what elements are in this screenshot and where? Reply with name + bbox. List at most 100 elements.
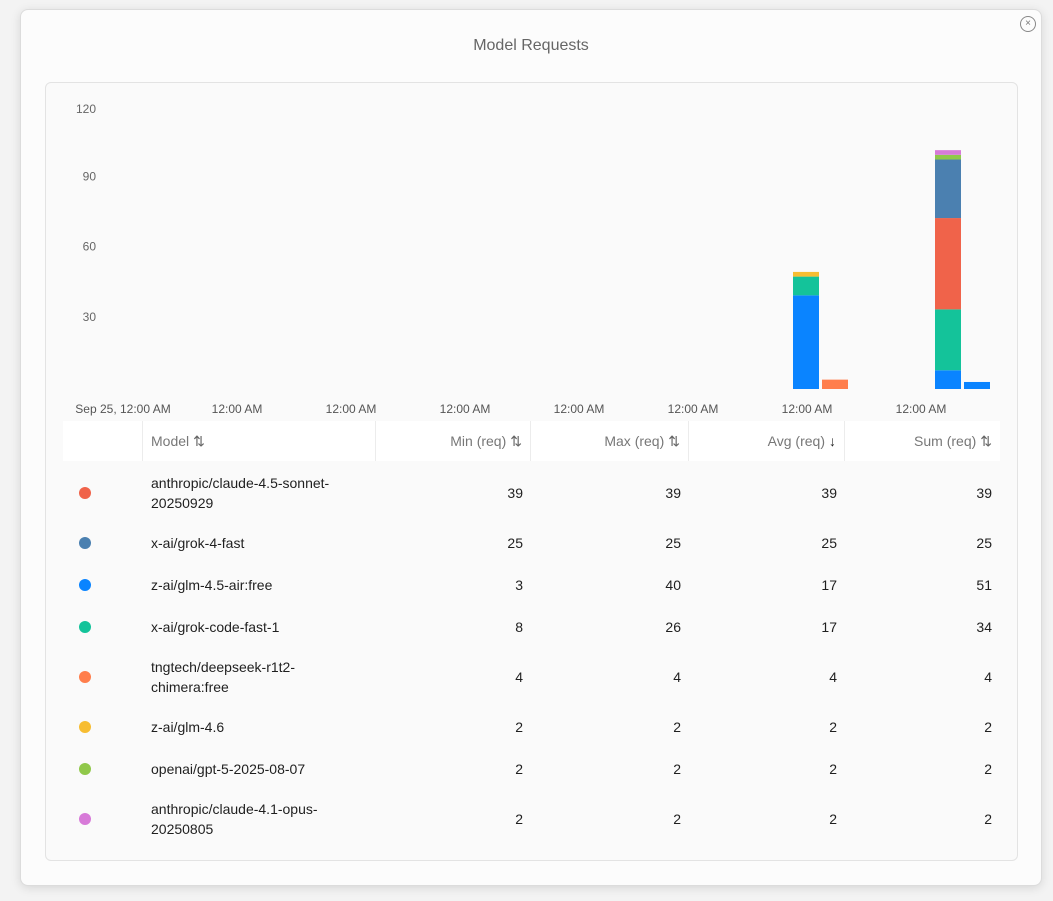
bar-segment[interactable]	[935, 218, 961, 310]
series-color-dot	[79, 813, 91, 825]
table-row[interactable]: tngtech/deepseek-r1t2- chimera:free 4 4 4 4	[63, 647, 1000, 707]
avg-value-cell: 25	[821, 535, 837, 551]
table-row[interactable]: anthropic/claude-4.5-sonnet- 20250929 39 39…	[63, 463, 1000, 523]
sum-column-header[interactable]: Sum (req) ⇅	[845, 421, 1000, 461]
min-value-cell: 2	[515, 811, 523, 827]
min-value-cell: 2	[515, 761, 523, 777]
x-tick-label: Sep 25, 12:00 AM	[75, 402, 170, 416]
color-cell	[63, 813, 143, 825]
table-row[interactable]: openai/gpt-5-2025-08-07 2 2 2 2	[63, 747, 1000, 791]
bar-segment[interactable]	[935, 154, 961, 160]
x-tick-label: 12:00 AM	[668, 402, 719, 416]
bar-segment[interactable]	[964, 381, 990, 389]
close-icon[interactable]: ×	[1020, 16, 1036, 32]
min-column-header[interactable]: Min (req) ⇅	[376, 421, 531, 461]
model-name-cell: anthropic/claude-4.5-sonnet- 20250929	[143, 473, 376, 513]
sum-value-cell: 25	[976, 535, 992, 551]
sort-icon[interactable]: ⇅	[980, 432, 992, 449]
model-name-line: 20250929	[151, 495, 214, 511]
model-name-line: x-ai/grok-4-fast	[151, 535, 245, 551]
table-row[interactable]: x-ai/grok-code-fast-1 8 26 17 34	[63, 607, 1000, 647]
series-color-dot	[79, 579, 91, 591]
sum-header-label: Sum (req)	[914, 433, 977, 449]
color-cell	[63, 671, 143, 683]
avg-value-cell: 4	[829, 669, 837, 685]
sum-value-cell: 51	[976, 577, 992, 593]
model-name-line: tngtech/deepseek-r1t2-	[151, 659, 295, 675]
bar-segment[interactable]	[935, 150, 961, 155]
sum-value-cell: 2	[984, 761, 992, 777]
series-color-dot	[79, 537, 91, 549]
table-row[interactable]: z-ai/glm-4.6 2 2 2 2	[63, 707, 1000, 747]
series-color-dot	[79, 621, 91, 633]
avg-value-cell: 17	[821, 577, 837, 593]
max-value-cell: 2	[673, 811, 681, 827]
avg-value-cell: 39	[821, 485, 837, 501]
x-tick-label: 12:00 AM	[440, 402, 491, 416]
chart-panel: 120 90 60 30 Sep 25, 12:00 AM 12:00 AM 12:00 A…	[45, 82, 1018, 861]
model-name-line: anthropic/claude-4.1-opus-	[151, 801, 318, 817]
min-value-cell: 2	[515, 719, 523, 735]
avg-value-cell: 17	[821, 619, 837, 635]
y-tick-label: 120	[76, 102, 96, 116]
model-name-cell: anthropic/claude-4.1-opus- 20250805	[143, 799, 376, 839]
model-name-cell: x-ai/grok-4-fast	[143, 533, 376, 553]
color-cell	[63, 579, 143, 591]
bar-segment[interactable]	[935, 159, 961, 219]
min-value-cell: 25	[507, 535, 523, 551]
bar-segment[interactable]	[793, 271, 819, 277]
color-cell	[63, 487, 143, 499]
model-name-cell: tngtech/deepseek-r1t2- chimera:free	[143, 657, 376, 697]
sum-value-cell: 39	[976, 485, 992, 501]
x-tick-label: 12:00 AM	[212, 402, 263, 416]
requests-chart: 120 90 60 30 Sep 25, 12:00 AM 12:00 AM 12:00 A…	[46, 83, 1019, 423]
model-name-line: anthropic/claude-4.5-sonnet-	[151, 475, 330, 491]
model-name-cell: z-ai/glm-4.5-air:free	[143, 575, 376, 595]
sort-descending-icon[interactable]: ↓	[829, 433, 836, 449]
model-name-line: x-ai/grok-code-fast-1	[151, 619, 280, 635]
max-column-header[interactable]: Max (req) ⇅	[531, 421, 689, 461]
bar-segment[interactable]	[935, 370, 961, 389]
bar-segment[interactable]	[822, 379, 848, 389]
max-header-label: Max (req)	[604, 433, 665, 449]
min-value-cell: 39	[507, 485, 523, 501]
y-tick-label: 90	[83, 169, 97, 183]
min-value-cell: 4	[515, 669, 523, 685]
bar-segment[interactable]	[935, 309, 961, 371]
avg-value-cell: 2	[829, 719, 837, 735]
color-cell	[63, 763, 143, 775]
series-color-dot	[79, 487, 91, 499]
model-name-cell: z-ai/glm-4.6	[143, 717, 376, 737]
x-tick-label: 12:00 AM	[896, 402, 947, 416]
model-name-line: z-ai/glm-4.6	[151, 719, 225, 735]
table-row[interactable]: anthropic/claude-4.1-opus- 20250805 2 2 2 2	[63, 791, 1000, 847]
avg-value-cell: 2	[829, 761, 837, 777]
min-value-cell: 8	[515, 619, 523, 635]
x-tick-label: 12:00 AM	[782, 402, 833, 416]
max-value-cell: 25	[665, 535, 681, 551]
table-row[interactable]: x-ai/grok-4-fast 25 25 25 25	[63, 523, 1000, 563]
model-name-line: 20250805	[151, 821, 214, 837]
model-requests-dialog: × Model Requests 120 90 60 30 Sep 25, 12:00 …	[20, 9, 1042, 886]
sort-icon[interactable]: ⇅	[668, 432, 680, 449]
model-name-line: z-ai/glm-4.5-air:free	[151, 577, 273, 593]
model-name-cell: x-ai/grok-code-fast-1	[143, 617, 376, 637]
sort-icon[interactable]: ⇅	[510, 432, 522, 449]
min-value-cell: 3	[515, 577, 523, 593]
x-tick-label: 12:00 AM	[554, 402, 605, 416]
x-tick-label: 12:00 AM	[326, 402, 377, 416]
y-tick-label: 30	[83, 310, 97, 324]
avg-header-label: Avg (req)	[767, 433, 825, 449]
sort-icon[interactable]: ⇅	[193, 432, 205, 449]
models-table: Model ⇅ Min (req) ⇅ Max (req) ⇅ Avg (req…	[63, 421, 1000, 847]
series-color-dot	[79, 671, 91, 683]
bar-segment[interactable]	[793, 276, 819, 296]
model-column-header[interactable]: Model ⇅	[143, 421, 376, 461]
bar-segment[interactable]	[793, 295, 819, 389]
color-cell	[63, 537, 143, 549]
table-row[interactable]: z-ai/glm-4.5-air:free 3 40 17 51	[63, 563, 1000, 607]
max-value-cell: 39	[665, 485, 681, 501]
dialog-title: Model Requests	[473, 37, 589, 54]
model-name-line: chimera:free	[151, 679, 229, 695]
avg-column-header[interactable]: Avg (req) ↓	[689, 421, 845, 461]
